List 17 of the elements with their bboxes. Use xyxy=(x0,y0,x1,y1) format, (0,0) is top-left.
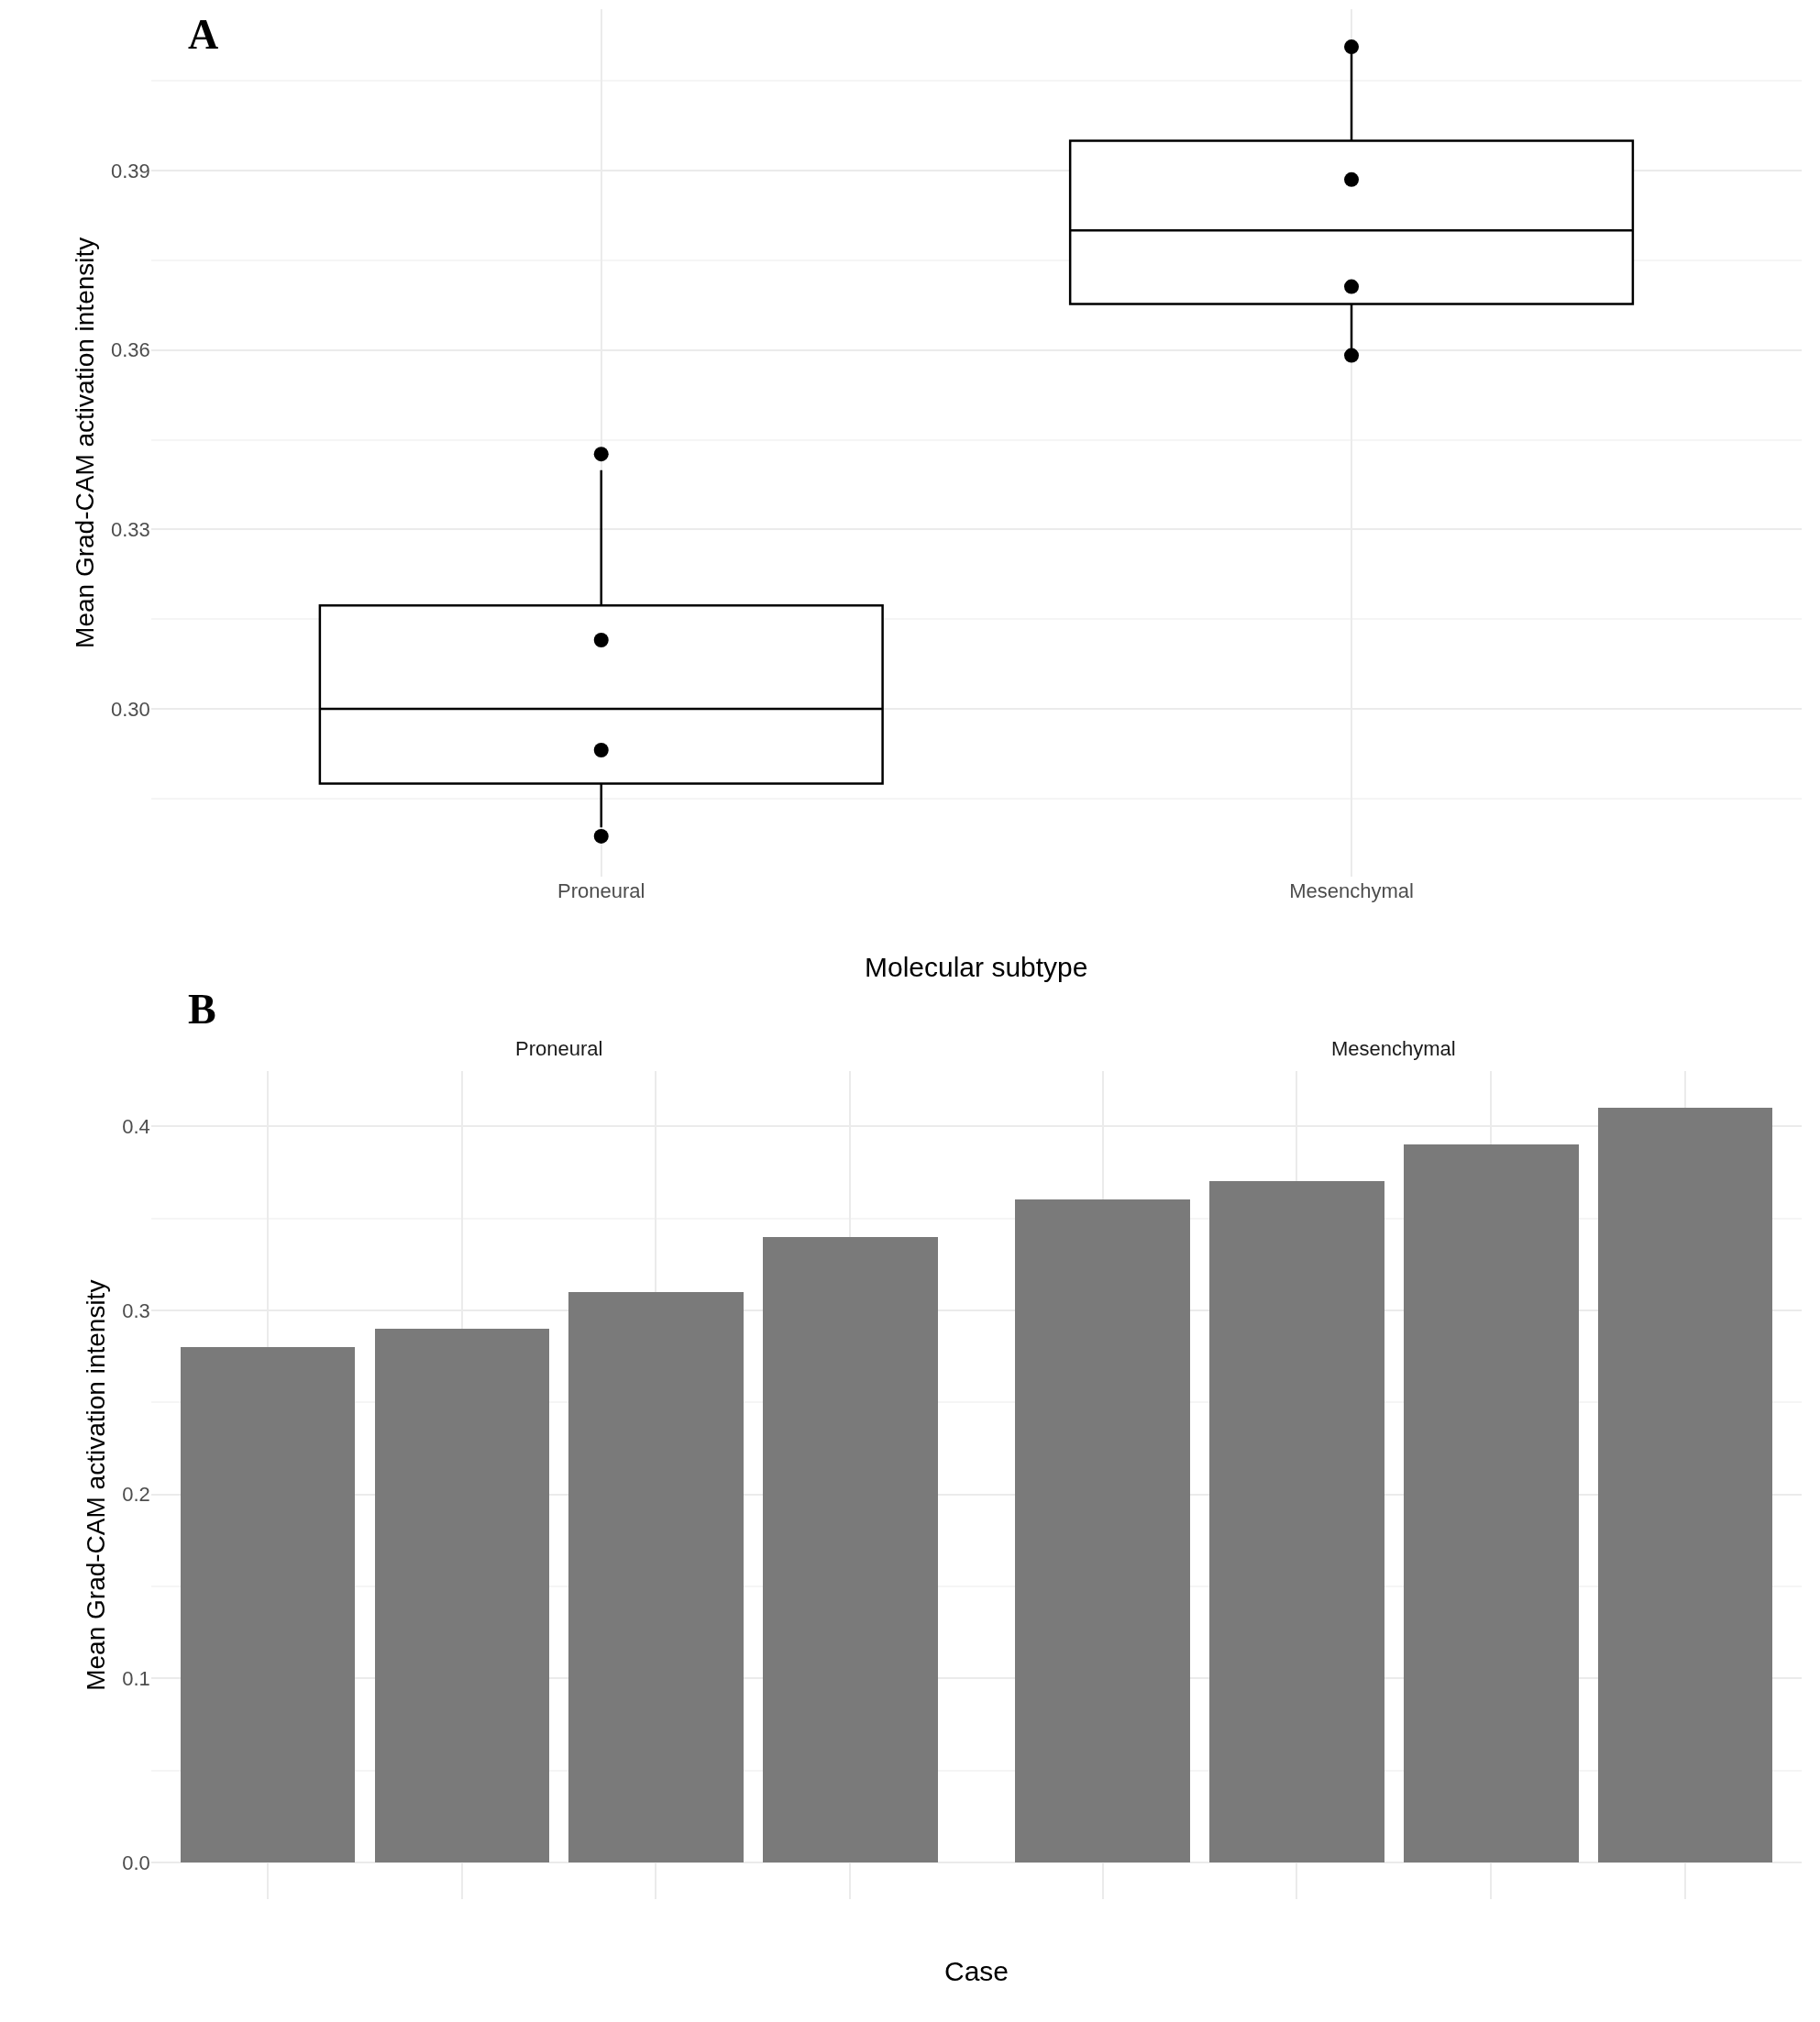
text: Mesenchymal xyxy=(1331,1037,1456,1060)
y-axis-title: Mean Grad-CAM activation intensity xyxy=(81,1279,110,1691)
y-tick-label: 0.0 xyxy=(122,1851,150,1874)
y-tick-label: 0.1 xyxy=(122,1667,150,1691)
text: Proneural xyxy=(515,1037,603,1060)
text: B xyxy=(188,986,216,1033)
annotation: A xyxy=(188,11,219,58)
y-tick-label: 0.33 xyxy=(110,518,150,542)
y-axis-title: Mean Grad-CAM activation intensity xyxy=(70,237,99,648)
y-tick-label: 0.36 xyxy=(110,338,150,362)
y-tick-label: 0.39 xyxy=(110,159,150,182)
x-axis-title: Case xyxy=(944,1956,1009,1986)
y-tick-label: 0.3 xyxy=(122,1298,150,1322)
y-tick-label: 0.30 xyxy=(110,697,150,721)
x-axis-title: Molecular subtype xyxy=(865,952,1088,982)
y-tick-label: 0.2 xyxy=(122,1483,150,1507)
y-tick-label: 0.4 xyxy=(122,1115,150,1139)
